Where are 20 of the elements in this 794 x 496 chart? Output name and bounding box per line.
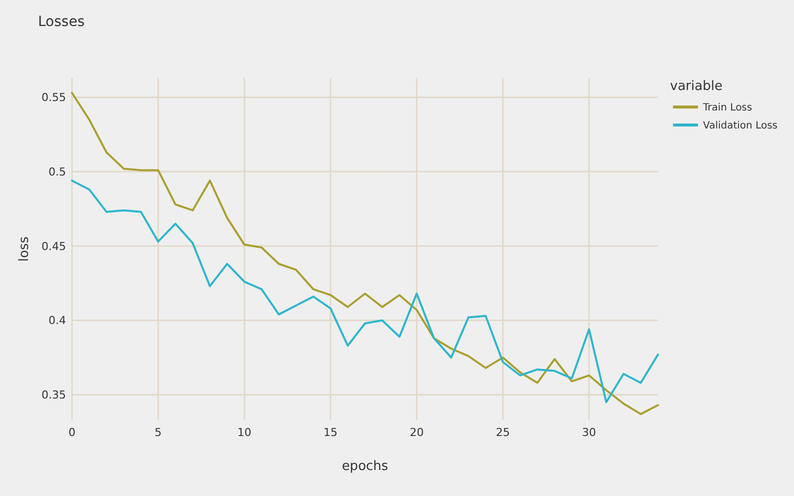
chart-title: Losses xyxy=(38,14,85,30)
x-tick-label: 25 xyxy=(496,426,510,439)
y-tick-label: 0.5 xyxy=(48,166,66,179)
legend-label: Train Loss xyxy=(702,102,752,114)
legend-title: variable xyxy=(670,79,722,94)
y-axis-title: loss xyxy=(17,236,32,262)
x-tick-label: 30 xyxy=(582,426,596,439)
y-tick-label: 0.35 xyxy=(42,388,66,402)
x-tick-label: 5 xyxy=(154,426,162,439)
x-tick-label: 15 xyxy=(324,426,338,439)
x-tick-label: 0 xyxy=(68,426,76,439)
y-tick-label: 0.4 xyxy=(48,314,66,328)
line-series xyxy=(71,180,659,404)
line-series xyxy=(71,92,659,416)
x-tick-label: 20 xyxy=(410,426,424,439)
y-tick-label: 0.45 xyxy=(42,240,66,253)
x-axis-title: epochs xyxy=(342,459,388,474)
legend-label: Validation Loss xyxy=(703,120,778,132)
x-tick-label: 10 xyxy=(237,426,252,439)
y-tick-label: 0.55 xyxy=(42,91,66,104)
